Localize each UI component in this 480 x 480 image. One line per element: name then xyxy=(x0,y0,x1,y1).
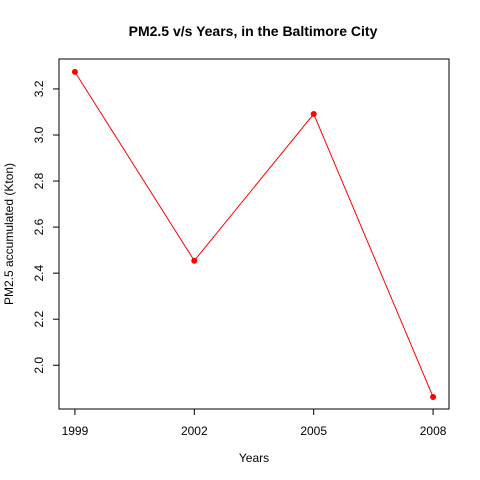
plot-frame xyxy=(58,58,450,410)
data-point xyxy=(430,394,437,401)
x-tick-label: 1999 xyxy=(62,424,89,438)
y-axis: 2.0 2.2 2.4 2.6 2.8 3.0 3.2 xyxy=(32,80,59,374)
x-axis-label: Years xyxy=(239,451,269,465)
y-tick-label: 3.0 xyxy=(32,126,46,143)
data-point xyxy=(310,111,317,118)
data-point xyxy=(191,257,198,264)
series-line xyxy=(74,71,434,398)
chart-title: PM2.5 v/s Years, in the Baltimore City xyxy=(129,23,378,39)
data-point xyxy=(71,68,78,75)
x-tick-label: 2002 xyxy=(181,424,208,438)
y-tick-label: 2.2 xyxy=(32,311,46,328)
x-tick-label: 2008 xyxy=(420,424,447,438)
series-layer xyxy=(71,68,437,401)
y-axis-label: PM2.5 accumulated (Kton) xyxy=(2,163,16,305)
y-tick-label: 2.4 xyxy=(32,264,46,281)
x-tick-label: 2005 xyxy=(300,424,327,438)
y-tick-label: 3.2 xyxy=(32,80,46,97)
x-axis: 1999 2002 2005 2008 xyxy=(62,409,447,438)
y-tick-label: 2.8 xyxy=(32,172,46,189)
y-tick-label: 2.0 xyxy=(32,357,46,374)
y-tick-label: 2.6 xyxy=(32,218,46,235)
